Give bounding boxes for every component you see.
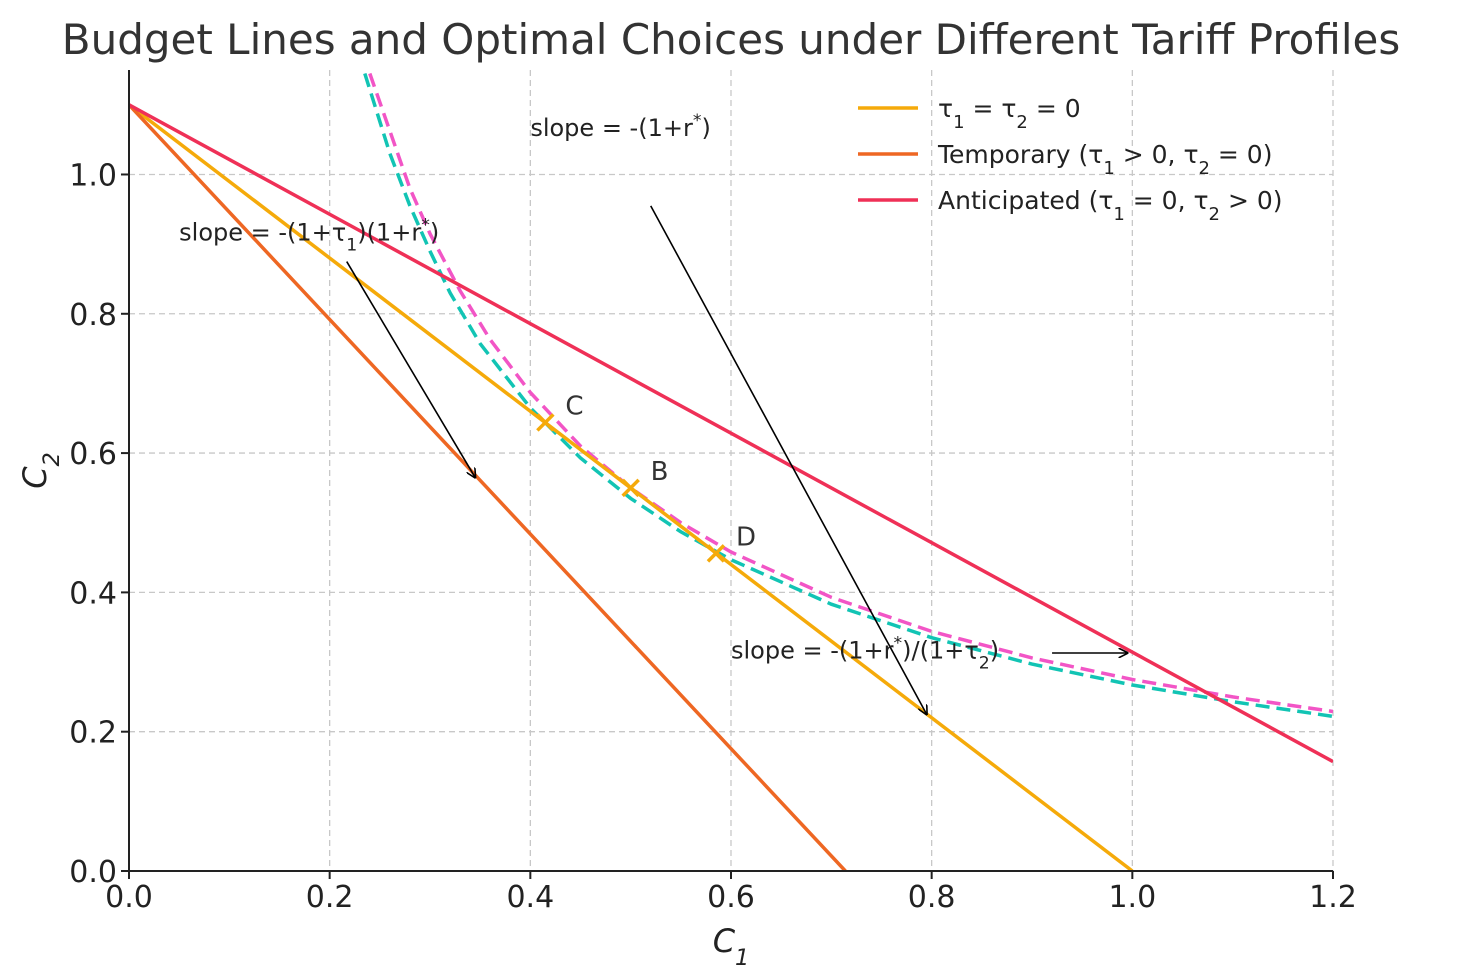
annotation-arrow-0 <box>650 205 927 714</box>
legend-label-0: τ1 = τ2 = 0 <box>938 94 1081 133</box>
annotation-layer: slope = -(1+r*) slope = -(1+τ1)(1+r*) slop… <box>179 111 1127 714</box>
annotation-arrow-1 <box>346 261 475 478</box>
indifference-curve-1 <box>363 72 1333 719</box>
legend-label-1: Temporary (τ1 > 0, τ2 = 0) <box>937 140 1272 179</box>
legend-label-2: Anticipated (τ1 = 0, τ2 > 0) <box>938 186 1283 225</box>
annotation-text-1: slope = -(1+τ1)(1+r*) <box>179 216 439 256</box>
budget-line-1 <box>129 103 847 871</box>
x-tick-label-0: 0.0 <box>105 880 153 915</box>
point-label-c: C <box>565 391 583 421</box>
x-tick-label-1: 0.2 <box>306 880 354 915</box>
point-label-b: B <box>651 457 669 487</box>
y-tick-label-5: 1.0 <box>69 158 117 193</box>
x-tick-label-4: 0.8 <box>908 880 956 915</box>
y-axis-label: C2 <box>16 452 65 489</box>
annotation-text-2: slope = -(1+r*)/(1+τ2) <box>731 634 999 674</box>
point-marker-d <box>706 544 726 563</box>
y-tick-label-4: 0.8 <box>69 298 117 333</box>
point-label-d: D <box>736 522 756 552</box>
y-tick-label-2: 0.4 <box>69 576 117 611</box>
indifference-curve-0 <box>368 72 1333 714</box>
x-tick-label-2: 0.4 <box>506 880 554 915</box>
x-tick-label-3: 0.6 <box>707 880 755 915</box>
x-tick-label-6: 1.2 <box>1309 880 1357 915</box>
point-layer: C B D <box>536 391 756 563</box>
x-tick-label-5: 1.0 <box>1108 880 1156 915</box>
y-tick-label-0: 0.0 <box>69 855 117 890</box>
annotation-text-0: slope = -(1+r*) <box>530 111 711 142</box>
chart-title: Budget Lines and Optimal Choices under D… <box>62 15 1400 64</box>
point-marker-b <box>621 478 640 498</box>
y-tick-label-3: 0.6 <box>69 437 117 472</box>
legend: τ1 = τ2 = 0 Temporary (τ1 > 0, τ2 = 0) Ant… <box>858 94 1283 225</box>
y-tick-label-1: 0.2 <box>69 716 117 751</box>
axes: 0.0 0.2 0.4 0.6 0.8 1.0 1.2 0.0 0.2 0.4 0.6 0.8 1.0 C… <box>16 70 1357 971</box>
point-marker-c <box>536 413 555 432</box>
budget-line-2 <box>129 103 1333 764</box>
x-axis-label: C1 <box>713 922 750 971</box>
